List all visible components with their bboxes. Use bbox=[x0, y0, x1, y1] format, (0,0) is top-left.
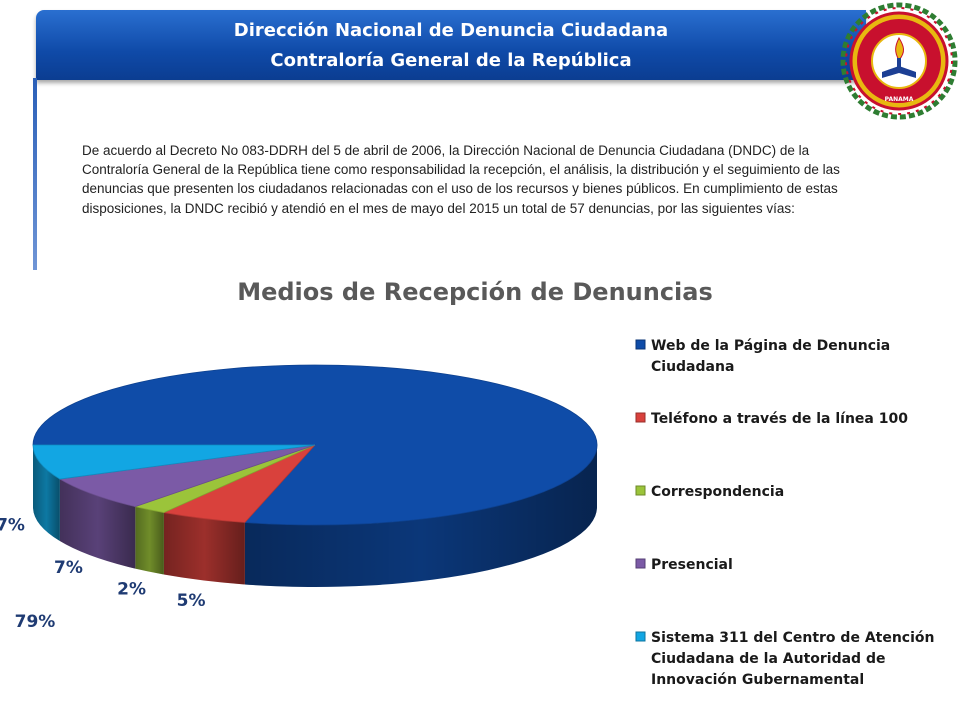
pie-chart: Medios de Recepción de Denuncias 79% 5% 2%… bbox=[0, 278, 935, 688]
pie-side-shade-3-0 bbox=[59, 479, 136, 569]
left-accent-rule bbox=[33, 78, 37, 270]
laurel-wreath bbox=[840, 2, 958, 120]
pie-slices bbox=[32, 364, 598, 526]
pie-side-shade-2-0 bbox=[135, 506, 164, 575]
pie-slice-4 bbox=[32, 444, 316, 480]
pie-side-shade-4-0 bbox=[33, 445, 60, 542]
header-title-line1: Dirección Nacional de Denuncia Ciudadana bbox=[233, 20, 669, 41]
pie-data-labels: 79% 5% 2% 7% 7% bbox=[0, 516, 206, 632]
legend-swatch-2 bbox=[635, 485, 646, 496]
pie-data-label-2: 2% bbox=[117, 579, 146, 599]
legend-label-2: Correspondencia bbox=[651, 484, 784, 500]
legend-label-1: Teléfono a través de la línea 100 bbox=[651, 411, 908, 427]
pie-slice-3 bbox=[58, 444, 316, 508]
pie-data-label-4: 7% bbox=[0, 516, 25, 536]
legend-swatch-4 bbox=[635, 631, 646, 642]
chart-legend: Web de la Página de Denuncia Ciudadana Tel… bbox=[635, 338, 935, 688]
pie-data-label-0: 79% bbox=[15, 612, 56, 632]
svg-text:PANAMA: PANAMA bbox=[885, 96, 914, 103]
header-title-line2: Contraloría General de la República bbox=[270, 50, 632, 71]
pie-sides bbox=[33, 445, 597, 587]
legend-label-3: Presencial bbox=[651, 557, 733, 573]
legend-swatch-0 bbox=[635, 339, 646, 350]
legend-swatch-3 bbox=[635, 558, 646, 569]
legend-swatch-1 bbox=[635, 412, 646, 423]
intro-paragraph: De acuerdo al Decreto No 083-DDRH del 5 … bbox=[82, 143, 840, 216]
contraloria-seal-logo: PANAMA bbox=[840, 2, 958, 120]
pie-side-shade-1-0 bbox=[163, 512, 245, 585]
pie-data-label-1: 5% bbox=[177, 591, 206, 611]
legend-label-4: Sistema 311 del Centro de Atención Ciudad… bbox=[651, 630, 935, 688]
header-bar: Dirección Nacional de Denuncia Ciudadana… bbox=[36, 10, 866, 80]
pie-side-shade-0-0 bbox=[244, 445, 597, 587]
chart-title: Medios de Recepción de Denuncias bbox=[237, 278, 713, 306]
legend-label-0: Web de la Página de Denuncia Ciudadana bbox=[651, 338, 890, 375]
pie-data-label-3: 7% bbox=[54, 558, 83, 578]
